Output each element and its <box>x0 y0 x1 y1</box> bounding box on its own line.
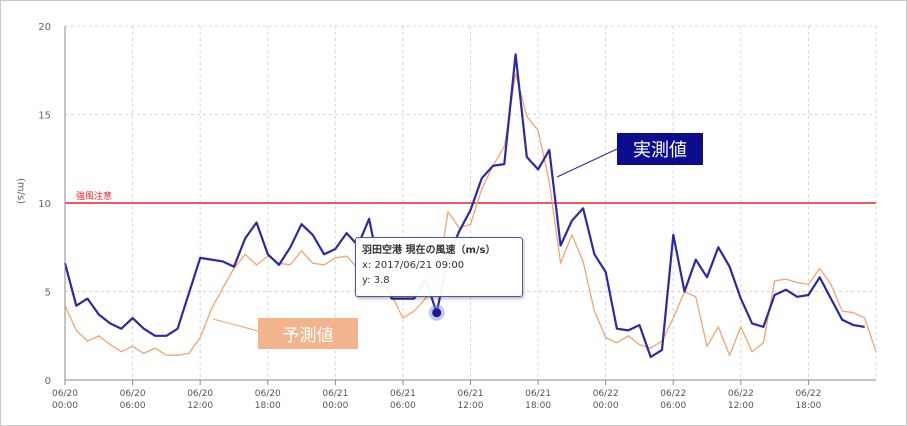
callout-forecast-connector <box>212 318 259 332</box>
threshold-label: 強風注意 <box>76 190 112 202</box>
x-tick-date: 06/22 <box>660 389 686 399</box>
y-axis-label: (m/s) <box>15 178 26 204</box>
tooltip-y-value: y: 3.8 <box>362 275 390 286</box>
x-tick-time: 12:00 <box>728 401 754 411</box>
x-tick-time: 06:00 <box>390 401 416 411</box>
series-line-forecast <box>64 73 877 356</box>
tooltip-x-value: x: 2017/06/21 09:00 <box>362 260 465 271</box>
axes: 0 5 10 15 20 06/20 00:00 06/20 06:00 06/20 12:00 06… <box>15 22 876 411</box>
x-tick-date: 06/22 <box>795 389 821 399</box>
x-tick-date: 06/20 <box>52 389 78 399</box>
y-tick-label: 0 <box>45 376 51 387</box>
x-tick-time: 00:00 <box>322 401 348 411</box>
x-tick-time: 00:00 <box>593 401 619 411</box>
tooltip-title: 羽田空港 現在の風速（m/s） <box>362 245 496 256</box>
series-lines <box>63 53 877 359</box>
x-tick-time: 12:00 <box>458 401 484 411</box>
x-tick-date: 06/20 <box>120 389 146 399</box>
callout-actual-connector <box>556 148 618 178</box>
x-tick-date: 06/21 <box>525 389 551 399</box>
x-tick-date: 06/22 <box>728 389 754 399</box>
x-tick-time: 00:00 <box>52 401 78 411</box>
hover-point <box>432 308 442 318</box>
x-tick-date: 06/21 <box>390 389 416 399</box>
x-tick-date: 06/20 <box>255 389 281 399</box>
x-tick-time: 18:00 <box>525 401 551 411</box>
x-tick-time: 12:00 <box>187 401 213 411</box>
y-tick-label: 15 <box>38 111 51 122</box>
x-tick-date: 06/21 <box>458 389 484 399</box>
y-tick-label: 10 <box>38 199 51 210</box>
x-tick-date: 06/22 <box>593 389 619 399</box>
callout-lines <box>212 148 618 332</box>
x-tick-time: 06:00 <box>120 401 146 411</box>
y-tick-label: 5 <box>45 288 51 299</box>
callout-forecast-label: 予測値 <box>258 318 358 349</box>
hover-marker <box>428 304 445 321</box>
x-tick-time: 18:00 <box>255 401 281 411</box>
x-tick-time: 06:00 <box>660 401 686 411</box>
x-tick-date: 06/21 <box>322 389 348 399</box>
series-line-actual <box>63 53 865 359</box>
y-tick-label: 20 <box>38 22 51 33</box>
data-tooltip: 羽田空港 現在の風速（m/s） x: 2017/06/21 09:00 y: 3… <box>355 237 523 297</box>
x-tick-date: 06/20 <box>187 389 213 399</box>
x-tick-time: 18:00 <box>795 401 821 411</box>
callout-actual-label: 実測値 <box>617 133 703 165</box>
threshold-line: 強風注意 <box>65 190 876 204</box>
